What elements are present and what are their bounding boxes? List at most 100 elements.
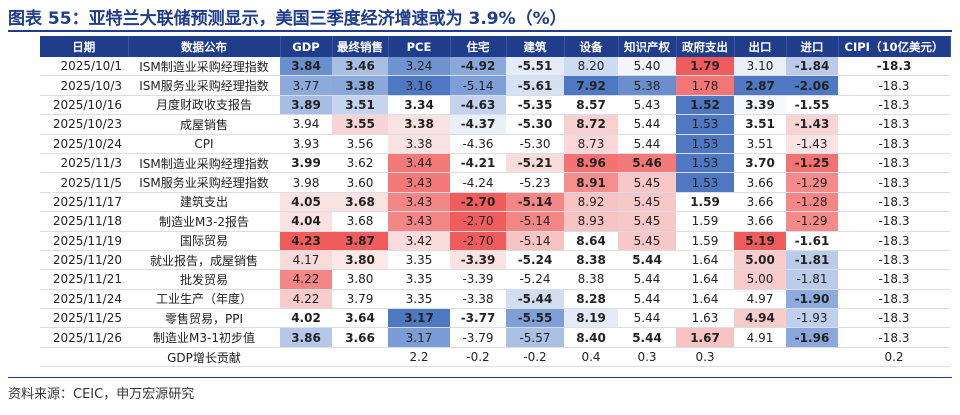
value-cell: -18.3: [838, 57, 950, 77]
value-cell: 3.35: [388, 269, 450, 290]
column-header: 最终销售: [332, 36, 389, 57]
value-cell: 1.53: [676, 114, 734, 135]
date-cell: 2025/11/21: [40, 269, 128, 290]
value-cell: 3.86: [280, 327, 332, 348]
value-cell: 4.04: [280, 211, 332, 232]
chart-title: 图表 55：亚特兰大联储预测显示，美国三季度经济增速或为 3.9%（%）: [8, 9, 567, 29]
gdpnow-table: 日期 数据公布 GDP 最终销售 PCE 住宅 建筑 设备 知识产权 政府支出 出口 进口 CIPI（1…: [40, 36, 951, 368]
value-cell: -1.55: [786, 95, 838, 116]
value-cell: 3.44: [388, 153, 450, 174]
table-row: 2025/10/1 ISM制造业采购经理指数 3.84 3.46 3.24 -4.92 -5…: [40, 57, 950, 77]
value-cell: 3.51: [734, 114, 786, 135]
value-cell: 1.78: [676, 75, 734, 96]
value-cell: 3.46: [332, 57, 388, 77]
value-cell: -4.24: [450, 172, 506, 193]
value-cell: 8.19: [564, 308, 618, 329]
value-cell: 3.10: [734, 57, 786, 77]
value-cell: 5.44: [618, 289, 676, 310]
release-cell: 建筑支出: [128, 192, 280, 213]
value-cell: 1.53: [676, 134, 734, 154]
value-cell: -3.79: [450, 327, 506, 348]
date-cell: 2025/11/20: [40, 250, 128, 271]
contribution-cell: [332, 347, 388, 368]
value-cell: 1.59: [676, 211, 734, 232]
value-cell: -3.39: [450, 269, 506, 290]
value-cell: -5.30: [506, 134, 564, 154]
value-cell: -5.24: [506, 250, 564, 271]
value-cell: -1.93: [786, 308, 838, 329]
source-divider: [8, 377, 952, 378]
contribution-cell: [280, 347, 332, 368]
value-cell: 3.64: [332, 308, 388, 329]
value-cell: 4.05: [280, 192, 332, 213]
value-cell: -5.61: [506, 75, 564, 96]
value-cell: -18.3: [838, 75, 950, 96]
release-cell: ISM制造业采购经理指数: [128, 57, 280, 77]
title-divider: [8, 30, 952, 32]
value-cell: 3.43: [388, 172, 450, 193]
table-header-row: 日期 数据公布 GDP 最终销售 PCE 住宅 建筑 设备 知识产权 政府支出 出口 进口 CIPI（1…: [40, 36, 951, 57]
value-cell: 5.44: [618, 327, 676, 348]
value-cell: -18.3: [838, 95, 950, 116]
value-cell: 8.92: [564, 192, 618, 213]
column-header: 日期: [40, 36, 129, 57]
release-cell: CPI: [128, 134, 280, 154]
value-cell: 3.60: [332, 172, 388, 193]
value-cell: 1.64: [676, 269, 734, 290]
value-cell: -5.21: [506, 153, 564, 174]
value-cell: 4.94: [734, 308, 786, 329]
value-cell: -1.25: [786, 153, 838, 174]
value-cell: -18.3: [838, 250, 950, 271]
table-row: 2025/11/5 ISM服务业采购经理指数 3.98 3.60 3.43 -4.24 -5…: [40, 172, 950, 193]
value-cell: 3.66: [734, 211, 786, 232]
value-cell: 5.43: [618, 95, 676, 116]
value-cell: -3.77: [450, 308, 506, 329]
value-cell: -5.51: [506, 57, 564, 77]
value-cell: -18.3: [838, 269, 950, 290]
column-header: 进口: [786, 36, 839, 57]
release-cell: 就业报告，成屋销售: [128, 250, 280, 271]
gdp-contribution-label: GDP增长贡献: [128, 347, 280, 368]
value-cell: -18.3: [838, 231, 950, 251]
table-row: 2025/10/3 ISM服务业采购经理指数 3.77 3.38 3.16 -5.14 -5…: [40, 75, 950, 96]
column-header: 建筑: [506, 36, 565, 57]
column-header: 出口: [734, 36, 787, 57]
date-cell: 2025/11/18: [40, 211, 128, 232]
value-cell: 5.44: [618, 250, 676, 271]
column-header: 政府支出: [676, 36, 735, 57]
value-cell: -18.3: [838, 153, 950, 174]
date-cell: 2025/11/26: [40, 327, 128, 348]
value-cell: 3.24: [388, 57, 450, 77]
value-cell: 1.63: [676, 308, 734, 329]
column-header: 数据公布: [128, 36, 281, 57]
value-cell: 3.35: [388, 289, 450, 310]
value-cell: 3.77: [280, 75, 332, 96]
table-row: 2025/11/17 建筑支出 4.05 3.68 3.43 -2.70 -5.14 8.92…: [40, 192, 950, 213]
value-cell: -18.3: [838, 289, 950, 310]
value-cell: 3.17: [388, 308, 450, 329]
value-cell: 4.91: [734, 327, 786, 348]
value-cell: -5.44: [506, 289, 564, 310]
contribution-cell: -0.2: [506, 347, 564, 368]
value-cell: -18.3: [838, 192, 950, 213]
release-cell: ISM服务业采购经理指数: [128, 75, 280, 96]
value-cell: 3.68: [332, 192, 388, 213]
empty-cell: [40, 347, 128, 368]
value-cell: -1.43: [786, 134, 838, 154]
release-cell: 工业生产（年度）: [128, 289, 280, 310]
value-cell: 1.64: [676, 289, 734, 310]
value-cell: -5.14: [506, 231, 564, 251]
value-cell: -1.29: [786, 172, 838, 193]
value-cell: 8.38: [564, 269, 618, 290]
value-cell: 4.17: [280, 250, 332, 271]
value-cell: 5.45: [618, 231, 676, 251]
value-cell: 3.98: [280, 172, 332, 193]
value-cell: 3.38: [388, 114, 450, 135]
release-cell: 零售贸易，PPI: [128, 308, 280, 329]
value-cell: 3.51: [332, 95, 388, 116]
value-cell: 3.16: [388, 75, 450, 96]
column-header: PCE: [388, 36, 451, 57]
value-cell: 5.46: [618, 153, 676, 174]
date-cell: 2025/11/17: [40, 192, 128, 213]
value-cell: -1.81: [786, 269, 838, 290]
